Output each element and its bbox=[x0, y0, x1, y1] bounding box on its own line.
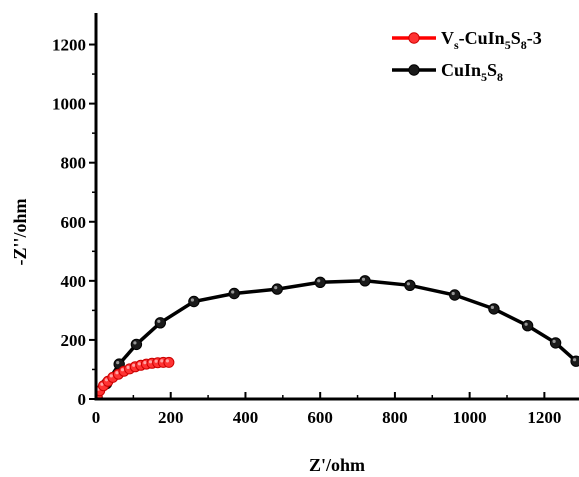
y-tick-label: 400 bbox=[61, 272, 87, 291]
data-point-highlight bbox=[552, 339, 556, 343]
data-point-highlight bbox=[274, 286, 278, 290]
data-point-highlight bbox=[116, 361, 120, 365]
data-point-highlight bbox=[451, 291, 455, 296]
axes-layer: 0 200 400 600 800 1000 1200 0 200 400 600 800 1000 12… bbox=[52, 13, 579, 427]
data-point-highlight bbox=[104, 378, 109, 382]
y-tick-label: 800 bbox=[61, 154, 87, 173]
y-tick-label: 1200 bbox=[52, 36, 86, 55]
data-point-highlight bbox=[231, 290, 235, 294]
data-point-highlight bbox=[115, 371, 119, 375]
series-1 bbox=[96, 275, 579, 399]
x-tick-label: 1200 bbox=[527, 408, 561, 427]
data-point-highlight bbox=[137, 362, 141, 366]
data-point-highlight bbox=[165, 359, 169, 363]
x-tick-label: 200 bbox=[158, 408, 184, 427]
y-tick-label: 600 bbox=[61, 213, 87, 232]
y-tick-label: 1000 bbox=[52, 95, 86, 114]
data-point-highlight bbox=[132, 363, 136, 367]
data-point-highlight bbox=[154, 359, 158, 363]
legend-label: Vs-CuIn5S8-3 bbox=[441, 28, 542, 52]
series-0 bbox=[96, 356, 175, 399]
data-point bbox=[163, 356, 175, 368]
data-point bbox=[228, 287, 240, 300]
series-layer bbox=[96, 275, 579, 399]
data-point-highlight bbox=[490, 305, 494, 309]
data-point-highlight bbox=[524, 322, 528, 326]
y-axis-title: -Z''/ohm bbox=[10, 198, 30, 265]
data-point-highlight bbox=[148, 360, 153, 364]
legend-marker bbox=[408, 32, 420, 44]
data-point-highlight bbox=[190, 298, 194, 302]
data-point bbox=[449, 289, 461, 301]
data-point bbox=[188, 295, 200, 308]
data-point-highlight bbox=[143, 361, 147, 365]
x-tick-label: 400 bbox=[233, 408, 259, 427]
data-point-highlight bbox=[126, 365, 130, 369]
data-point-highlight bbox=[573, 358, 577, 362]
data-point bbox=[154, 317, 167, 329]
x-tick-label: 0 bbox=[92, 408, 101, 427]
data-point bbox=[404, 279, 416, 291]
data-point-highlight bbox=[361, 277, 366, 281]
data-point-highlight bbox=[406, 282, 410, 286]
legend-entry-0: Vs-CuIn5S8-3 bbox=[392, 28, 542, 52]
x-tick-label: 600 bbox=[307, 408, 333, 427]
series-line-1 bbox=[96, 279, 578, 399]
y-tick-label: 200 bbox=[61, 331, 87, 350]
data-point-highlight bbox=[157, 319, 161, 323]
data-point bbox=[521, 320, 534, 332]
data-point bbox=[488, 303, 500, 315]
x-axis-title: Z'/ohm bbox=[309, 455, 365, 475]
data-point bbox=[314, 276, 326, 288]
data-point-highlight bbox=[317, 279, 321, 283]
x-tick-label: 800 bbox=[382, 408, 408, 427]
data-point-highlight bbox=[109, 374, 113, 378]
data-point bbox=[271, 283, 283, 295]
data-point bbox=[549, 337, 562, 349]
legend-marker bbox=[408, 64, 420, 76]
data-point bbox=[359, 275, 371, 287]
data-point-highlight bbox=[120, 368, 125, 372]
y-tick-label: 0 bbox=[78, 390, 87, 409]
data-point bbox=[130, 338, 143, 351]
legend-label: CuIn5S8 bbox=[441, 60, 503, 84]
data-point-highlight bbox=[100, 382, 104, 386]
data-point-highlight bbox=[160, 359, 164, 363]
legend-entry-1: CuIn5S8 bbox=[392, 60, 503, 84]
data-point-highlight bbox=[133, 341, 137, 345]
legend: Vs-CuIn5S8-3 CuIn5S8 bbox=[392, 28, 542, 84]
x-tick-label: 1000 bbox=[453, 408, 487, 427]
